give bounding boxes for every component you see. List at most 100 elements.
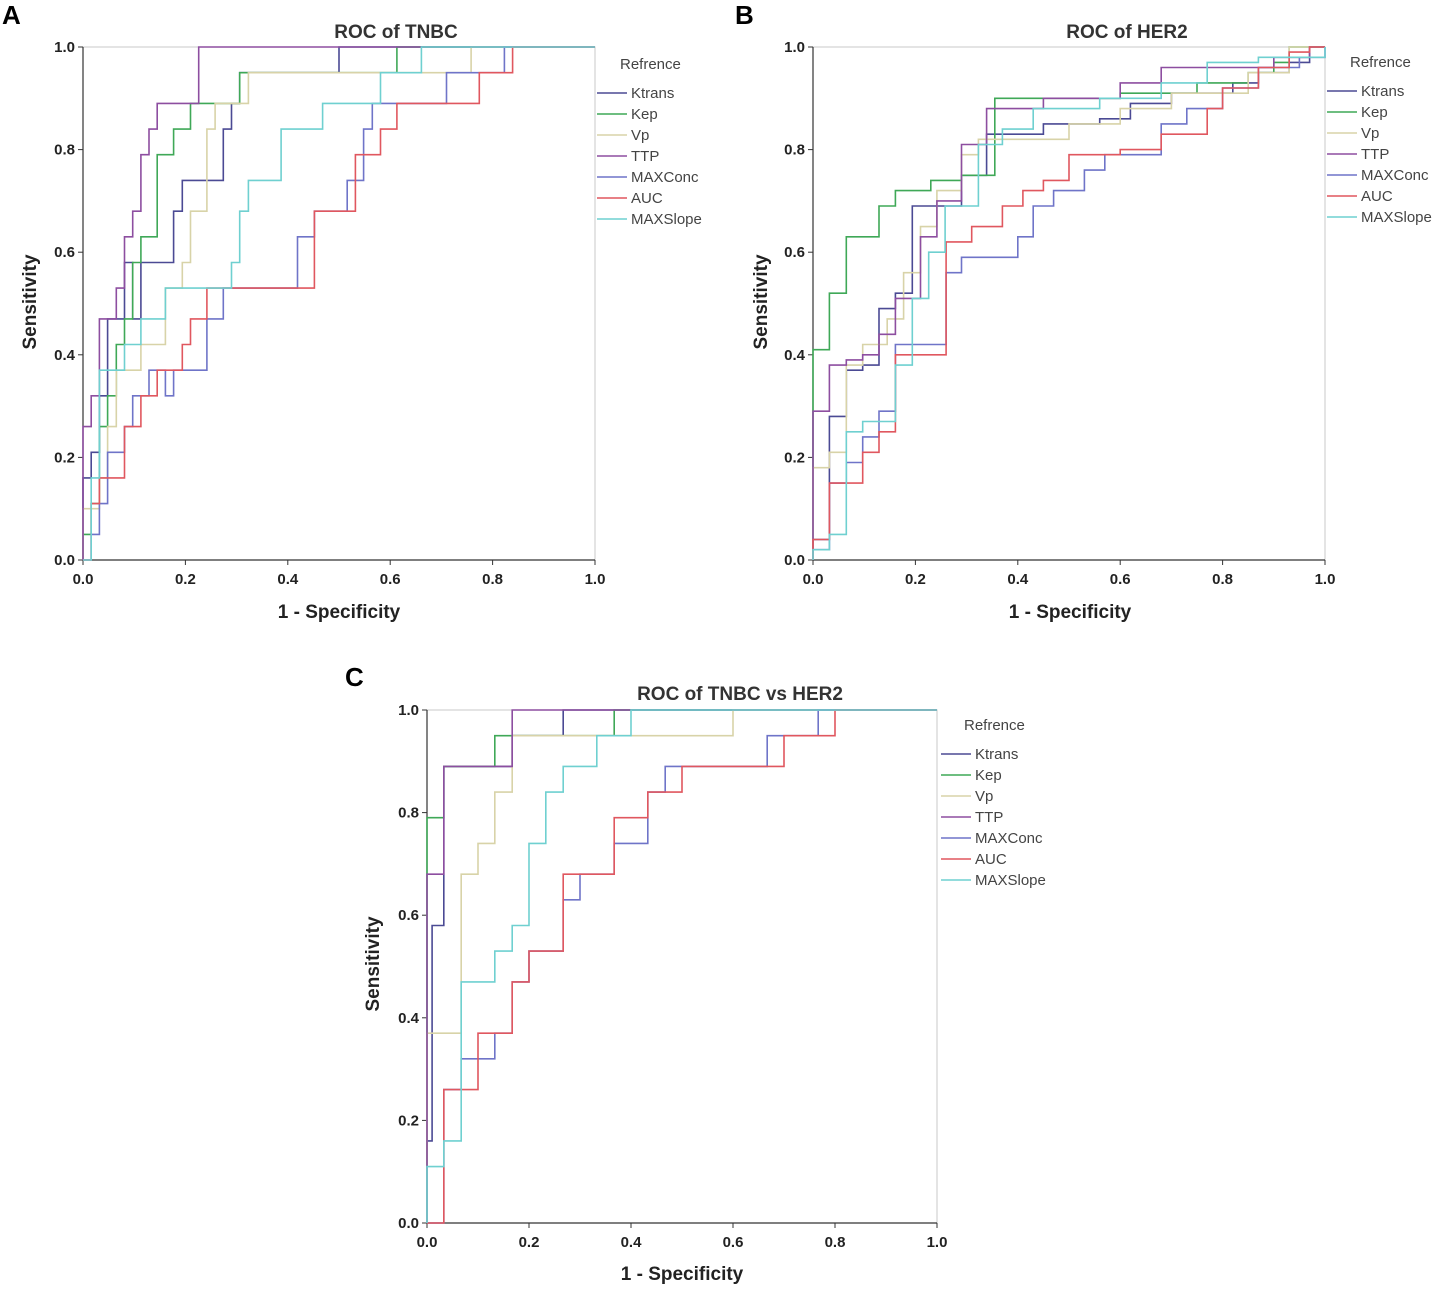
- panel-a: A ROC of TNBC 1 - Specificity Sensitivit…: [0, 0, 760, 640]
- roc-curve-auc: [83, 46, 595, 561]
- x-tick-label: 0.4: [1007, 571, 1029, 588]
- y-tick-label: 0.8: [54, 142, 75, 159]
- plot-frame: [82, 46, 596, 561]
- legend-label-kep: Kep: [631, 106, 658, 123]
- roc-curves: [426, 709, 937, 1224]
- y-tick-label: 0.2: [398, 1112, 419, 1129]
- y-tick-label: 0.4: [784, 347, 806, 364]
- x-axis-label: 1 - Specificity: [621, 1264, 744, 1285]
- legend-label-maxconc: MAXConc: [631, 169, 699, 186]
- x-tick-label: 0.0: [803, 571, 824, 588]
- legend-label-maxconc: MAXConc: [975, 830, 1043, 847]
- roc-curve-vp: [82, 46, 595, 560]
- panel-label: A: [2, 0, 21, 30]
- y-tick-label: 0.4: [398, 1010, 420, 1027]
- axis-ticks: 0.0 0.2 0.4 0.6 0.8 1.0 0.0 0.2 0.4 0.6 0.8 1.0: [54, 39, 605, 588]
- y-axis-label: Sensitivity: [363, 916, 384, 1011]
- legend-label-ktrans: Ktrans: [1361, 83, 1404, 100]
- roc-curve-auc: [427, 709, 937, 1224]
- legend-label-ktrans: Ktrans: [975, 746, 1018, 763]
- x-axis-label: 1 - Specificity: [278, 602, 401, 623]
- legend-label-kep: Kep: [1361, 104, 1388, 121]
- y-tick-label: 0.8: [398, 805, 419, 822]
- roc-curve-maxslope: [426, 709, 937, 1223]
- y-tick-label: 0.6: [54, 244, 75, 261]
- y-axis-label: Sensitivity: [20, 254, 41, 349]
- panel-b: B ROC of HER2 1 - Specificity Sensitivit…: [730, 0, 1437, 640]
- roc-curve-vp: [812, 46, 1325, 560]
- legend-label-kep: Kep: [975, 767, 1002, 784]
- y-tick-label: 0.0: [784, 552, 805, 569]
- legend-label-maxslope: MAXSlope: [1361, 209, 1432, 226]
- y-tick-label: 0.6: [784, 244, 805, 261]
- legend-label-ttp: TTP: [631, 148, 659, 165]
- roc-curve-ttp: [82, 46, 595, 560]
- legend: Ktrans Kep Vp TTP MAXConc AUC MAXSlope: [1327, 83, 1432, 226]
- roc-chart-her2: B ROC of HER2 1 - Specificity Sensitivit…: [735, 0, 1432, 623]
- roc-curve-auc: [812, 46, 1325, 560]
- roc-curve-ttp: [812, 46, 1325, 560]
- y-tick-label: 1.0: [54, 39, 75, 56]
- x-tick-label: 0.6: [723, 1234, 744, 1251]
- axis-ticks: 0.0 0.2 0.4 0.6 0.8 1.0 0.0 0.2 0.4 0.6 0.8 1.0: [784, 39, 1335, 588]
- y-tick-label: 0.0: [54, 552, 75, 569]
- legend-label-auc: AUC: [631, 190, 663, 207]
- y-tick-label: 0.4: [54, 347, 76, 364]
- x-tick-label: 0.8: [1212, 571, 1233, 588]
- chart-title: ROC of TNBC vs HER2: [637, 684, 843, 705]
- legend-label-vp: Vp: [631, 127, 649, 144]
- axis-ticks: 0.0 0.2 0.4 0.6 0.8 1.0 0.0 0.2 0.4 0.6 0.8 1.0: [398, 702, 947, 1251]
- roc-curves: [812, 46, 1326, 560]
- x-tick-label: 1.0: [1315, 571, 1336, 588]
- panel-label: B: [735, 0, 754, 30]
- roc-chart-tnbc-vs-her2: C ROC of TNBC vs HER2 1 - Specificity Se…: [345, 662, 1046, 1285]
- legend-label-maxslope: MAXSlope: [631, 211, 702, 228]
- panel-c: C ROC of TNBC vs HER2 1 - Specificity Se…: [345, 662, 1105, 1302]
- roc-curve-kep: [82, 46, 595, 560]
- x-tick-label: 0.2: [905, 571, 926, 588]
- x-tick-label: 0.0: [417, 1234, 438, 1251]
- roc-chart-tnbc: A ROC of TNBC 1 - Specificity Sensitivit…: [2, 0, 702, 623]
- x-tick-label: 0.0: [73, 571, 94, 588]
- legend-title: Refrence: [1350, 54, 1411, 71]
- roc-curves: [82, 46, 595, 561]
- x-tick-label: 1.0: [927, 1234, 948, 1251]
- chart-title: ROC of HER2: [1066, 22, 1187, 43]
- roc-curve-maxconc: [83, 46, 595, 561]
- legend-label-maxslope: MAXSlope: [975, 872, 1046, 889]
- y-tick-label: 0.0: [398, 1215, 419, 1232]
- x-tick-label: 0.6: [380, 571, 401, 588]
- legend-label-ttp: TTP: [975, 809, 1003, 826]
- x-tick-label: 0.8: [825, 1234, 846, 1251]
- chart-title: ROC of TNBC: [334, 22, 458, 43]
- x-tick-label: 0.8: [482, 571, 503, 588]
- y-tick-label: 1.0: [784, 39, 805, 56]
- legend-label-auc: AUC: [975, 851, 1007, 868]
- panel-label: C: [345, 662, 364, 692]
- x-tick-label: 0.2: [175, 571, 196, 588]
- y-tick-label: 0.8: [784, 142, 805, 159]
- y-axis-label: Sensitivity: [751, 254, 772, 349]
- y-tick-label: 0.2: [784, 449, 805, 466]
- legend-label-ttp: TTP: [1361, 146, 1389, 163]
- roc-curve-maxslope: [83, 46, 595, 561]
- legend: Ktrans Kep Vp TTP MAXConc AUC MAXSlope: [597, 85, 702, 228]
- y-tick-label: 0.6: [398, 907, 419, 924]
- roc-curve-ktrans: [82, 46, 595, 560]
- x-tick-label: 0.2: [519, 1234, 540, 1251]
- y-tick-label: 0.2: [54, 449, 75, 466]
- legend-title: Refrence: [964, 717, 1025, 734]
- roc-curve-ttp: [426, 709, 937, 1223]
- legend-label-ktrans: Ktrans: [631, 85, 674, 102]
- roc-curve-maxslope: [812, 47, 1326, 560]
- y-tick-label: 1.0: [398, 702, 419, 719]
- x-tick-label: 0.6: [1110, 571, 1131, 588]
- x-tick-label: 0.4: [277, 571, 299, 588]
- legend-title: Refrence: [620, 56, 681, 73]
- legend-label-vp: Vp: [1361, 125, 1379, 142]
- legend-label-vp: Vp: [975, 788, 993, 805]
- legend-label-maxconc: MAXConc: [1361, 167, 1429, 184]
- legend: Ktrans Kep Vp TTP MAXConc AUC MAXSlope: [941, 746, 1046, 889]
- x-tick-label: 0.4: [621, 1234, 643, 1251]
- x-axis-label: 1 - Specificity: [1009, 602, 1132, 623]
